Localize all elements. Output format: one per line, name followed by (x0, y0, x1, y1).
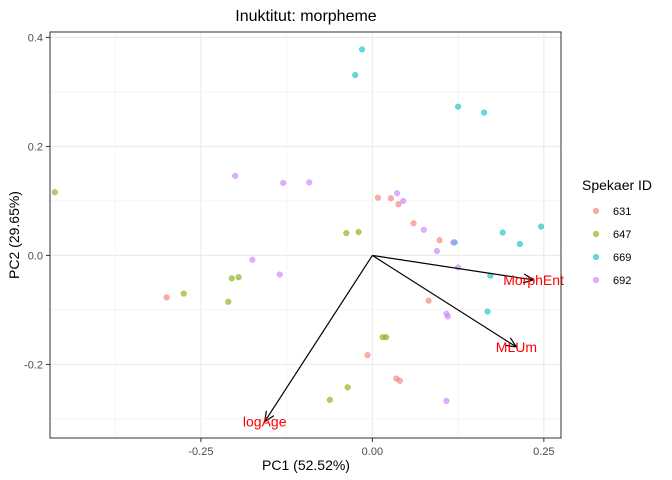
data-point-631 (425, 297, 432, 304)
data-point-647 (343, 230, 350, 237)
x-axis-ticks: -0.25 0.00 0.25 (188, 438, 555, 458)
x-tick-label: -0.25 (188, 446, 213, 458)
loading-arrows: MorphEnt MLUm logAge (243, 254, 564, 430)
legend-title: Spekaer ID (582, 177, 652, 193)
y-tick-label: 0.0 (28, 250, 43, 262)
legend-label: 631 (613, 206, 631, 218)
data-point-669 (481, 109, 488, 116)
legend-key-692 (592, 276, 600, 284)
data-point-647 (180, 290, 187, 297)
data-point-631 (364, 352, 371, 359)
plot-border (49, 31, 562, 439)
arrow-label: MorphEnt (503, 272, 564, 288)
y-tick-label: 0.2 (28, 141, 43, 153)
plot-panel (50, 32, 561, 438)
loading-arrow-mlum (372, 254, 517, 348)
data-point-692 (276, 271, 283, 278)
data-point-669 (359, 46, 366, 53)
data-point-647 (326, 396, 333, 403)
legend: Spekaer ID 631 647 669 692 (582, 177, 652, 287)
x-axis-title: PC1 (52.52%) (262, 457, 350, 473)
data-point-692 (443, 397, 450, 404)
data-point-692 (394, 190, 401, 197)
data-point-631 (395, 201, 402, 208)
data-point-692 (232, 172, 239, 179)
arrow-label: MLUm (496, 339, 537, 355)
legend-label: 669 (613, 252, 631, 264)
major-gridlines (50, 32, 561, 438)
loading-arrow-morphent (372, 254, 534, 281)
data-point-692 (444, 313, 451, 320)
legend-key-669 (592, 253, 600, 261)
data-point-692 (249, 256, 256, 263)
data-point-631 (374, 194, 381, 201)
data-point-669 (455, 103, 462, 110)
data-point-692 (420, 226, 427, 233)
y-axis-title: PC2 (29.65%) (6, 191, 22, 279)
data-point-647 (235, 274, 242, 281)
legend-label: 647 (613, 229, 631, 241)
data-point-647 (344, 384, 351, 391)
data-points (51, 46, 545, 404)
loading-arrow-logage (264, 255, 373, 422)
arrowhead (505, 337, 518, 348)
chart-title: Inuktitut: morpheme (235, 8, 377, 25)
legend-key-631 (592, 207, 600, 215)
data-point-647 (228, 275, 235, 282)
data-point-669 (538, 223, 545, 230)
data-point-631 (163, 294, 170, 301)
arrowhead (522, 273, 536, 284)
minor-gridlines (50, 32, 561, 438)
data-point-647 (225, 298, 232, 305)
arrow-label: logAge (243, 414, 287, 430)
data-point-692 (433, 248, 440, 255)
x-tick-label: 0.00 (362, 446, 383, 458)
data-point-669 (484, 308, 491, 315)
y-tick-label: -0.2 (24, 359, 43, 371)
data-point-647 (51, 189, 58, 196)
data-point-647 (383, 334, 390, 341)
data-point-669 (516, 240, 523, 248)
arrowhead (263, 410, 275, 423)
x-tick-label: 0.25 (533, 446, 554, 458)
data-point-631 (387, 195, 394, 202)
legend-key-647 (592, 230, 600, 238)
data-point-692 (280, 179, 287, 187)
data-point-647 (355, 228, 362, 236)
data-point-692 (306, 179, 313, 186)
legend-items: 631 647 669 692 (592, 206, 631, 287)
data-point-631 (396, 377, 403, 384)
y-axis-ticks: -0.2 0.0 0.2 0.4 (24, 32, 50, 371)
data-point-669 (352, 72, 359, 79)
data-point-631 (436, 237, 443, 244)
data-point-631 (410, 220, 417, 227)
data-point-692 (400, 197, 407, 204)
legend-label: 692 (613, 275, 631, 287)
y-tick-label: 0.4 (28, 32, 43, 44)
data-point-669 (499, 229, 506, 236)
data-point-692 (450, 239, 457, 246)
